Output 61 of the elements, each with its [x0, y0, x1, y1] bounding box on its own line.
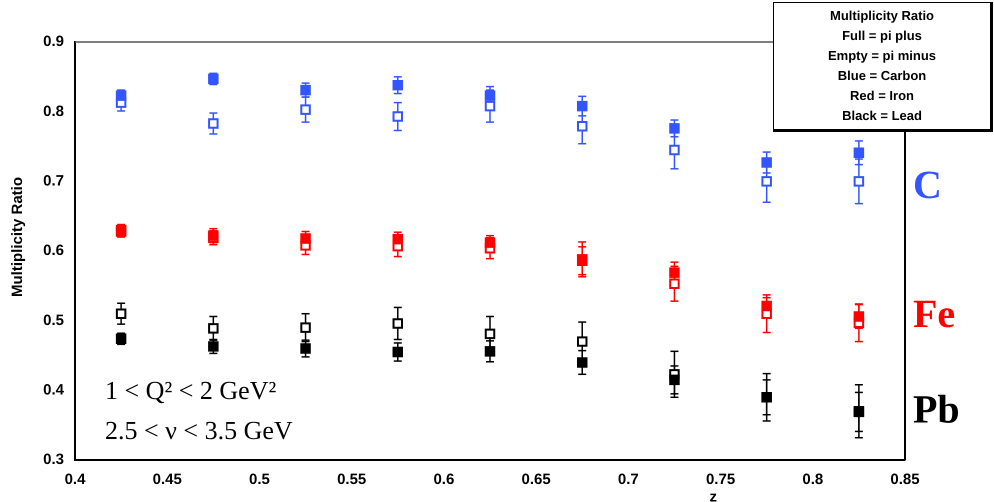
- y-tick-label: 0.3: [43, 451, 64, 468]
- point: [576, 100, 588, 112]
- annotation: 2.5 < ν < 3.5 GeV: [105, 416, 293, 445]
- y-tick-label: 0.9: [43, 33, 64, 50]
- x-tick-label: 0.55: [337, 471, 366, 488]
- text: Multiplicity Ratio: [830, 8, 934, 23]
- point: [300, 104, 311, 115]
- x-tick-label: 0.65: [522, 471, 551, 488]
- point: [761, 300, 772, 312]
- point: [761, 176, 772, 187]
- x-tick-label: 0.8: [802, 471, 824, 488]
- point: [854, 311, 864, 322]
- x-tick-label: 0.45: [152, 471, 182, 488]
- x-axis-title: z: [710, 488, 717, 502]
- x-tick-label: 0.5: [249, 471, 270, 488]
- point: [669, 267, 680, 278]
- x-tick-label: 0.4: [64, 471, 86, 488]
- point: [116, 90, 126, 101]
- annotation: Blue = Carbon: [836, 67, 928, 85]
- point: [576, 357, 588, 368]
- point: [300, 343, 311, 354]
- y-tick-label: 0.5: [43, 312, 64, 329]
- x-tick-label: 0.7: [618, 471, 639, 488]
- point: [392, 80, 404, 90]
- point: [576, 336, 588, 347]
- point: [300, 233, 311, 244]
- point: [761, 157, 772, 168]
- point: [854, 176, 864, 187]
- x-tick-label: 0.6: [433, 471, 454, 488]
- point: [392, 111, 404, 122]
- point: [208, 230, 219, 241]
- point: [392, 346, 404, 358]
- point: [116, 308, 126, 319]
- annotation: 1 < Q² < 2 GeV²: [105, 376, 276, 405]
- point: [208, 323, 219, 334]
- y-tick-label: 0.8: [43, 102, 64, 120]
- point: [854, 148, 864, 158]
- point: [669, 374, 680, 386]
- series-label: Pb: [913, 386, 960, 432]
- point: [484, 328, 496, 340]
- y-axis-title: Multiplicity Ratio: [9, 177, 26, 297]
- annotation: Red = Iron: [849, 87, 915, 105]
- y-tick-label: 0.6: [43, 242, 64, 260]
- y-tick-label: 0.7: [43, 172, 64, 190]
- x-tick-label: 0.75: [706, 471, 736, 488]
- point: [484, 100, 496, 112]
- point: [669, 144, 680, 156]
- point: [669, 123, 680, 134]
- series-label: C: [913, 162, 942, 208]
- point: [669, 278, 680, 289]
- annotation: Black = Lead: [841, 107, 923, 125]
- y-tick-label: 0.4: [43, 381, 65, 398]
- point: [484, 346, 496, 357]
- point: [392, 318, 404, 329]
- annotation: Full = pi plus: [841, 27, 923, 45]
- point: [208, 118, 219, 129]
- point: [576, 121, 588, 132]
- point: [300, 322, 311, 333]
- x-tick-label: 0.85: [890, 471, 920, 488]
- annotation: Empty = pi minus: [827, 47, 937, 65]
- series-label: Fe: [913, 290, 956, 336]
